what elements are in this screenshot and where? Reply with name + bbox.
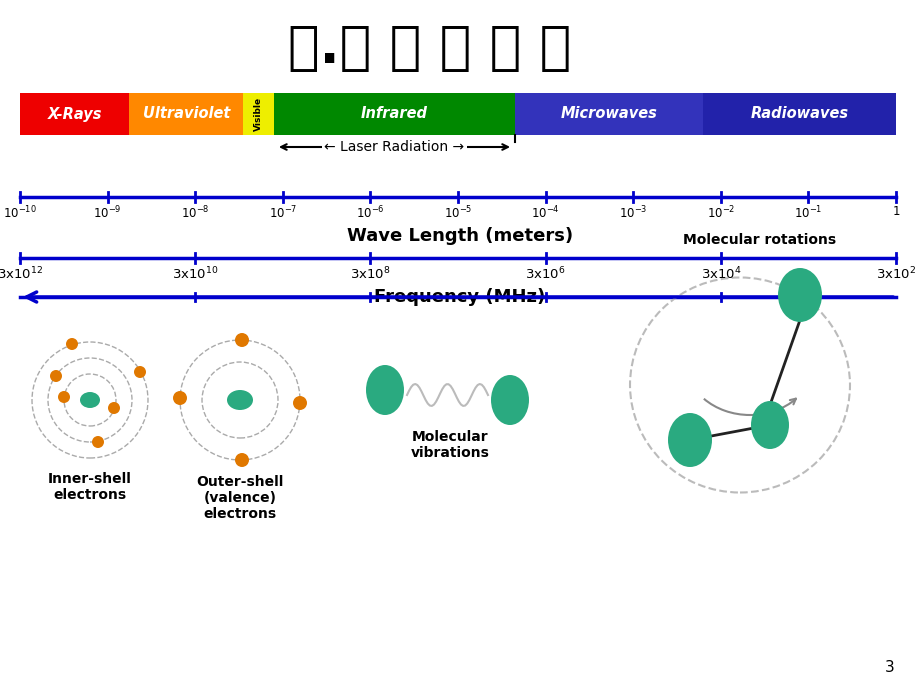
Ellipse shape — [80, 392, 100, 408]
Text: 3x10$^{8}$: 3x10$^{8}$ — [350, 266, 391, 283]
Ellipse shape — [227, 390, 253, 410]
Bar — [20, 93, 130, 135]
Bar — [274, 93, 515, 135]
Text: 10$^{-9}$: 10$^{-9}$ — [93, 205, 121, 221]
Text: 10$^{-2}$: 10$^{-2}$ — [706, 205, 734, 221]
Text: Ultraviolet: Ultraviolet — [142, 106, 230, 121]
Text: Infrared: Infrared — [360, 106, 427, 121]
Circle shape — [92, 436, 104, 448]
Text: Molecular
vibrations: Molecular vibrations — [410, 430, 489, 460]
Ellipse shape — [750, 401, 789, 449]
Text: Outer-shell
(valence)
electrons: Outer-shell (valence) electrons — [196, 475, 283, 522]
Circle shape — [234, 333, 249, 347]
Bar — [515, 93, 702, 135]
Text: 10$^{-7}$: 10$^{-7}$ — [268, 205, 297, 221]
Circle shape — [58, 391, 70, 403]
Ellipse shape — [366, 365, 403, 415]
Ellipse shape — [667, 413, 711, 467]
Text: Radiowaves: Radiowaves — [750, 106, 848, 121]
Bar — [702, 93, 895, 135]
Bar — [244, 93, 274, 135]
Text: 3: 3 — [884, 660, 894, 675]
Text: Frequency (MHz): Frequency (MHz) — [374, 288, 545, 306]
Text: Wave Length (meters): Wave Length (meters) — [346, 227, 573, 245]
Ellipse shape — [777, 268, 821, 322]
Circle shape — [234, 453, 249, 467]
Text: 3x10$^{2}$: 3x10$^{2}$ — [875, 266, 915, 283]
Bar — [130, 93, 244, 135]
Text: 10$^{-1}$: 10$^{-1}$ — [793, 205, 822, 221]
Text: 一.微 波 能 介 绍: 一.微 波 能 介 绍 — [288, 22, 571, 74]
Text: 3x10$^{12}$: 3x10$^{12}$ — [0, 266, 43, 283]
Text: 3x10$^{6}$: 3x10$^{6}$ — [525, 266, 565, 283]
Circle shape — [173, 391, 187, 405]
Text: Microwaves: Microwaves — [560, 106, 657, 121]
Text: 10$^{-8}$: 10$^{-8}$ — [181, 205, 210, 221]
Text: X-Rays: X-Rays — [48, 106, 102, 121]
Text: 10$^{-10}$: 10$^{-10}$ — [3, 205, 37, 221]
Text: 3x10$^{4}$: 3x10$^{4}$ — [699, 266, 741, 283]
Circle shape — [134, 366, 146, 378]
Text: 1: 1 — [891, 205, 899, 218]
Text: ← Laser Radiation →: ← Laser Radiation → — [324, 140, 464, 154]
Text: Molecular rotations: Molecular rotations — [683, 233, 835, 247]
Text: Inner-shell
electrons: Inner-shell electrons — [48, 472, 131, 502]
Text: Visible: Visible — [254, 97, 263, 131]
Text: 10$^{-6}$: 10$^{-6}$ — [356, 205, 384, 221]
Circle shape — [66, 338, 78, 350]
Text: 10$^{-4}$: 10$^{-4}$ — [530, 205, 560, 221]
Circle shape — [50, 370, 62, 382]
Ellipse shape — [491, 375, 528, 425]
Text: 10$^{-5}$: 10$^{-5}$ — [443, 205, 471, 221]
Circle shape — [292, 396, 307, 410]
Circle shape — [108, 402, 119, 414]
Text: 3x10$^{10}$: 3x10$^{10}$ — [172, 266, 218, 283]
Text: 10$^{-3}$: 10$^{-3}$ — [618, 205, 647, 221]
